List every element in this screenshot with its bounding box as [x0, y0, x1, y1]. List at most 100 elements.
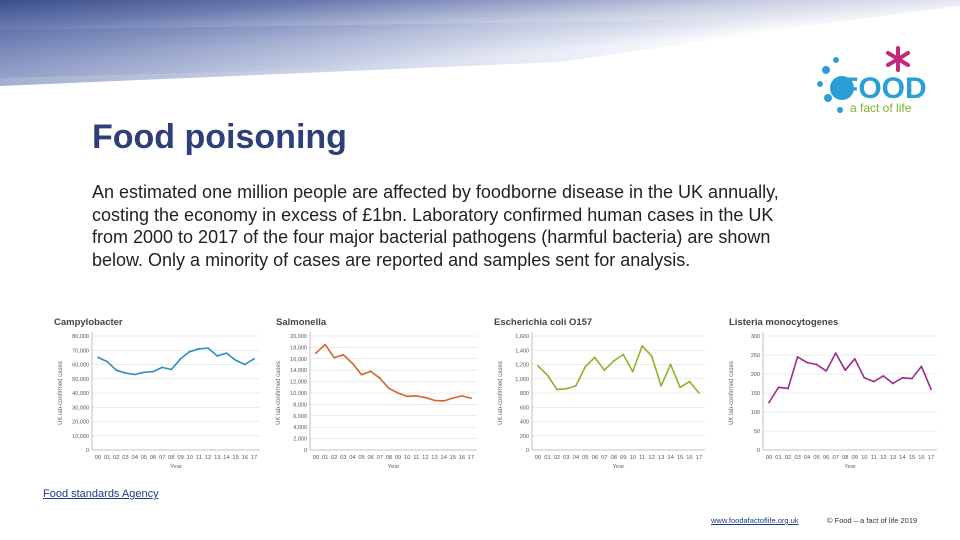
data-point — [315, 352, 317, 354]
data-point — [930, 388, 932, 391]
y-tick-label: 150 — [751, 391, 760, 397]
listeria-chart: Listeria monocytogenes UK lab-confirmed c… — [729, 317, 937, 470]
data-point — [406, 395, 409, 398]
x-tick-label: 08 — [168, 455, 174, 461]
chart-title: Listeria monocytogenes — [729, 317, 838, 328]
series-line — [97, 347, 255, 376]
x-tick-label: 03 — [340, 455, 346, 461]
y-tick-label: 4,000 — [293, 425, 307, 431]
x-tick-label: 13 — [431, 455, 437, 461]
y-tick-label: 50 — [754, 429, 760, 435]
data-point — [806, 361, 809, 364]
data-point — [161, 366, 164, 369]
logo-tagline: a fact of life — [850, 101, 912, 115]
x-axis-label: Year — [388, 464, 400, 470]
y-tick-label: 250 — [751, 353, 760, 359]
data-point — [834, 352, 837, 354]
x-tick-label: 10 — [187, 455, 193, 461]
y-tick-label: 30,000 — [72, 405, 89, 411]
source-link[interactable]: Food standards Agency — [43, 488, 159, 500]
footer-url-link[interactable]: www.foodafactoflife.org.uk — [711, 516, 799, 525]
y-axis-label: UK lab-confirmed cases — [729, 361, 735, 425]
data-point — [901, 376, 904, 379]
asterisk-icon — [886, 46, 910, 72]
y-tick-label: 20,000 — [72, 420, 89, 426]
x-tick-label: 16 — [686, 455, 692, 461]
y-tick-label: 400 — [520, 420, 529, 426]
x-tick-label: 07 — [832, 455, 838, 461]
series-line — [768, 352, 932, 403]
y-tick-label: 200 — [520, 434, 529, 440]
data-point — [133, 373, 136, 376]
x-tick-label: 09 — [852, 455, 858, 461]
y-tick-label: 0 — [304, 448, 307, 454]
data-point — [593, 356, 596, 359]
y-tick-label: 20,000 — [290, 334, 307, 340]
x-tick-label: 13 — [890, 455, 896, 461]
food-a-fact-of-life-logo: FOOD a fact of life — [817, 46, 927, 115]
data-point — [470, 397, 472, 400]
data-point — [650, 355, 653, 357]
charts-row: Campylobacter UK lab-confirmed cases 0 10,0… — [50, 310, 950, 475]
data-point — [565, 387, 568, 390]
chart-title: Escherichia coli O157 — [494, 317, 592, 328]
data-point — [369, 370, 372, 373]
y-tick-label: 1,600 — [515, 334, 529, 340]
x-tick-label: 12 — [648, 455, 654, 461]
y-tick-label: 10,000 — [72, 434, 89, 440]
x-axis-label: Year — [844, 464, 856, 470]
x-tick-label: 08 — [386, 455, 392, 461]
data-point — [179, 357, 182, 360]
x-tick-label: 03 — [122, 455, 128, 461]
x-tick-label: 11 — [639, 455, 645, 461]
x-tick-label: 00 — [95, 455, 101, 461]
data-point — [170, 368, 173, 371]
x-tick-label: 04 — [573, 455, 580, 461]
data-point — [142, 371, 145, 374]
data-point — [815, 363, 818, 366]
x-tick-label: 12 — [422, 455, 428, 461]
x-tick-label: 00 — [535, 455, 541, 461]
data-point — [124, 372, 127, 374]
y-tick-label: 14,000 — [290, 368, 307, 374]
x-tick-label: 00 — [313, 455, 319, 461]
x-tick-label: 16 — [459, 455, 465, 461]
x-tick-label: 02 — [785, 455, 791, 461]
data-point — [433, 399, 436, 402]
y-tick-label: 0 — [757, 448, 760, 454]
data-point — [388, 387, 390, 390]
x-tick-label: 04 — [349, 455, 356, 461]
x-tick-label: 16 — [918, 455, 924, 461]
x-tick-label: 10 — [404, 455, 410, 461]
x-tick-label: 12 — [205, 455, 211, 461]
data-point — [225, 352, 228, 354]
data-point — [660, 384, 663, 387]
x-tick-label: 16 — [242, 455, 248, 461]
data-point — [152, 370, 154, 373]
data-point — [537, 365, 539, 367]
data-point — [378, 377, 381, 380]
intro-paragraph: An estimated one million people are affe… — [92, 182, 779, 270]
x-tick-label: 15 — [450, 455, 456, 461]
data-point — [97, 356, 99, 359]
x-tick-label: 03 — [794, 455, 800, 461]
x-tick-label: 06 — [150, 455, 156, 461]
x-tick-label: 02 — [554, 455, 560, 461]
y-tick-label: 40,000 — [72, 391, 89, 397]
y-tick-label: 50,000 — [72, 377, 89, 383]
x-tick-label: 15 — [677, 455, 683, 461]
data-point — [397, 392, 399, 394]
x-tick-label: 13 — [658, 455, 664, 461]
data-point — [442, 400, 445, 402]
x-tick-label: 09 — [620, 455, 626, 461]
x-tick-label: 01 — [104, 455, 110, 461]
data-point — [106, 360, 109, 363]
y-tick-label: 70,000 — [72, 348, 89, 354]
data-point — [920, 365, 923, 368]
y-tick-label: 80,000 — [72, 334, 89, 340]
x-tick-label: 01 — [775, 455, 781, 461]
data-point — [641, 345, 644, 347]
x-tick-label: 17 — [251, 455, 257, 461]
x-tick-label: 17 — [928, 455, 934, 461]
x-tick-label: 14 — [223, 455, 230, 461]
